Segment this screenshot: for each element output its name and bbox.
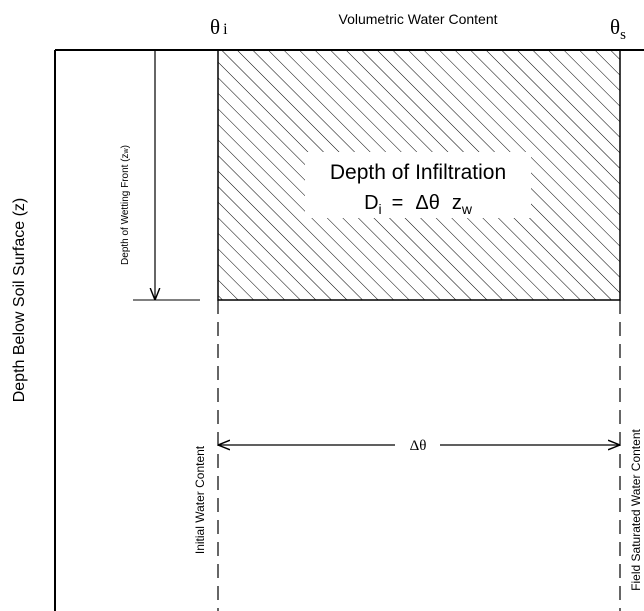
saturated-label: Field Saturated Water Content: [629, 429, 643, 591]
symbol: z: [452, 192, 462, 214]
axis-title: Volumetric Water Content: [339, 11, 498, 27]
wetting-front-label: Depth of Wetting Front (zw): [120, 145, 131, 265]
symbol: θ: [610, 15, 620, 39]
initial-label: Initial Water Content: [193, 445, 207, 554]
delta-label: Δθ: [410, 438, 427, 454]
subscript: w: [123, 147, 130, 154]
operator: =: [392, 192, 404, 214]
text: Depth of Wetting Front (z: [120, 153, 131, 265]
text: ): [120, 145, 131, 148]
subscript: i: [379, 201, 382, 217]
infiltration-formula: Di = Δθ zw: [364, 192, 473, 217]
text-backdrop: [305, 152, 531, 218]
infiltration-title: Depth of Infiltration: [330, 161, 506, 184]
subscript: i: [223, 21, 228, 38]
theta-s: θs: [610, 15, 626, 43]
symbol: θ: [210, 15, 220, 39]
symbol: Δθ: [415, 192, 439, 214]
subscript: w: [461, 201, 473, 217]
subscript: s: [620, 27, 626, 43]
symbol: D: [364, 192, 378, 214]
vertical-axis-title: Depth Below Soil Surface (z): [11, 198, 28, 403]
